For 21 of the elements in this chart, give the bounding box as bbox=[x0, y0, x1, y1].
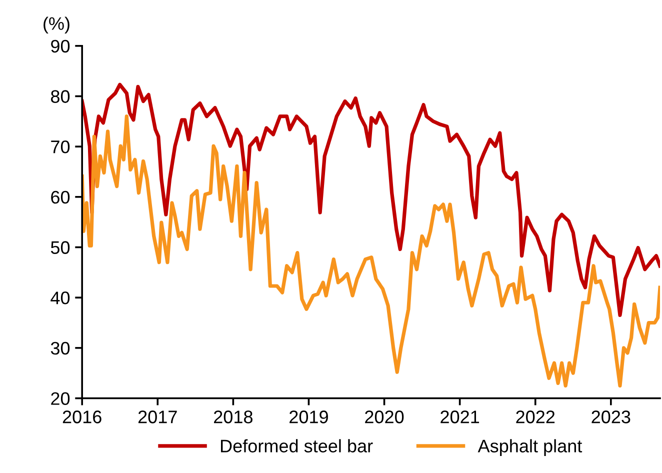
x-tick-label: 2016 bbox=[62, 410, 102, 424]
legend-label: Asphalt plant bbox=[478, 439, 582, 456]
x-tick-label: 2022 bbox=[516, 410, 555, 424]
y-tick-label: 60 bbox=[51, 190, 70, 204]
y-tick-label: 70 bbox=[51, 140, 70, 154]
legend-label: Deformed steel bar bbox=[221, 439, 373, 452]
y-tick-label: 80 bbox=[50, 90, 70, 103]
line-series bbox=[82, 114, 660, 388]
x-tick-label: 2019 bbox=[290, 410, 328, 424]
x-tick-label: 2018 bbox=[214, 410, 252, 424]
y-axis-title: (%) bbox=[44, 16, 70, 34]
y-tick-label: 90 bbox=[51, 40, 70, 53]
x-tick-label: 2023 bbox=[592, 410, 630, 424]
x-tick-label: 2017 bbox=[138, 410, 177, 424]
y-tick-label: 20 bbox=[51, 392, 70, 405]
y-tick-label: 30 bbox=[50, 342, 70, 355]
line-series bbox=[82, 82, 660, 318]
x-tick-label: 2020 bbox=[365, 410, 404, 424]
y-tick-label: 40 bbox=[50, 292, 70, 304]
x-tick-label: 2021 bbox=[440, 410, 480, 424]
y-tick-label: 50 bbox=[50, 241, 70, 254]
